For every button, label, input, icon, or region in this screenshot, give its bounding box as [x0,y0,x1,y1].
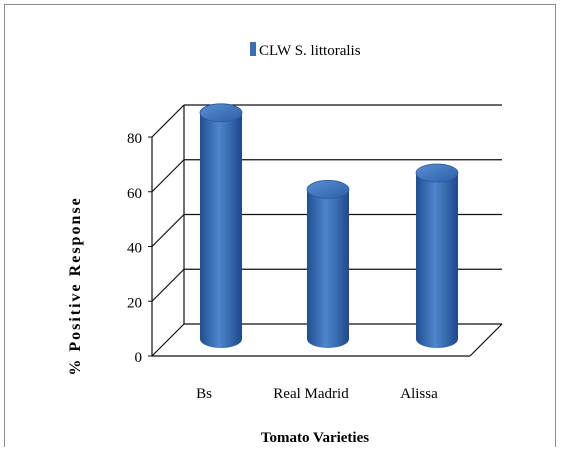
gridline-side [151,323,185,357]
y-tick-label: 0 [135,350,143,366]
bars [199,103,459,348]
y-tick-label: 20 [127,295,142,311]
y-axis-title: % Positive Response [67,196,84,375]
x-axis-title: Tomato Varieties [261,430,369,446]
y-axis-ticks: 0 20 40 60 80 [127,131,152,366]
x-tick-label: Bs [196,386,212,402]
gridline-side [151,104,185,138]
gridline-side [151,159,185,193]
bar-top [199,103,243,123]
legend-swatch [250,42,256,56]
gridline-side [151,214,185,247]
y-tick-label: 40 [127,241,142,257]
bar-3 [415,163,459,348]
bar-top [306,180,350,199]
bar-body [416,173,458,348]
x-tick-label: Real Madrid [273,386,349,402]
floor-right-edge [469,323,503,357]
bar-body [307,189,349,348]
chart-frame [4,4,556,447]
bar-top [415,163,459,183]
y-tick-label: 60 [127,186,142,202]
legend-label: CLW S. littoralis [259,43,361,59]
bar-body [200,112,242,348]
y-tick-label: 80 [127,131,142,147]
x-axis-ticks: Bs Real Madrid Alissa [196,386,438,402]
x-tick-label: Alissa [400,386,438,402]
gridline-side [151,268,185,302]
legend: CLW S. littoralis [250,42,361,59]
bar-2 [306,180,350,348]
bar-1 [199,103,243,348]
